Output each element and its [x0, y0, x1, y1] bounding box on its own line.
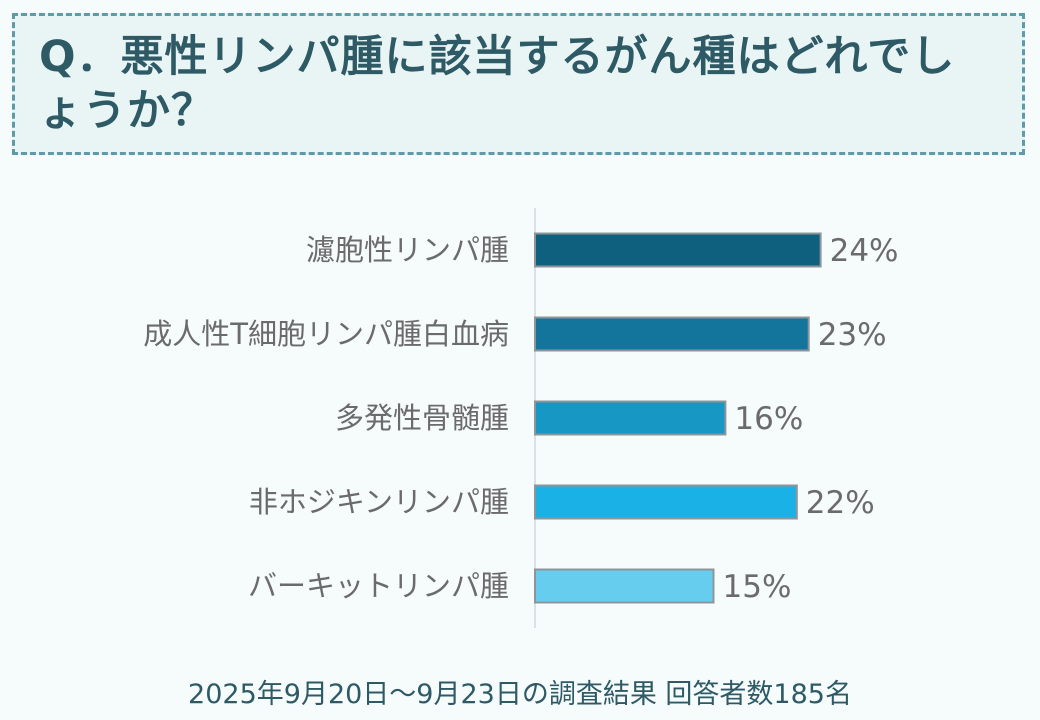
bar: [534, 568, 715, 604]
question-box: Q．悪性リンパ腫に該当するがん種はどれでしょうか？: [12, 13, 1025, 155]
category-label: 濾胞性リンパ腫: [306, 233, 509, 267]
survey-footer: 2025年9月20日～9月23日の調査結果 回答者数185名: [188, 679, 852, 710]
value-label: 24%: [830, 233, 899, 269]
value-label: 22%: [806, 485, 875, 521]
bar-chart: 濾胞性リンパ腫 24% 成人性T細胞リンパ腫白血病 23% 多発性骨髄腫 16% 非ホジキン…: [143, 208, 899, 628]
bar: [534, 484, 798, 520]
category-label: 多発性骨髄腫: [335, 401, 509, 435]
value-label: 23%: [818, 317, 887, 353]
category-label: バーキットリンパ腫: [248, 569, 509, 603]
value-label: 15%: [723, 569, 792, 605]
question-title: Q．悪性リンパ腫に該当するがん種はどれでしょうか？: [39, 32, 956, 136]
bar: [534, 400, 727, 436]
value-label: 16%: [734, 401, 803, 437]
bar: [534, 232, 822, 268]
bar: [534, 316, 810, 352]
category-label: 成人性T細胞リンパ腫白血病: [143, 317, 509, 351]
category-label: 非ホジキンリンパ腫: [249, 485, 509, 519]
